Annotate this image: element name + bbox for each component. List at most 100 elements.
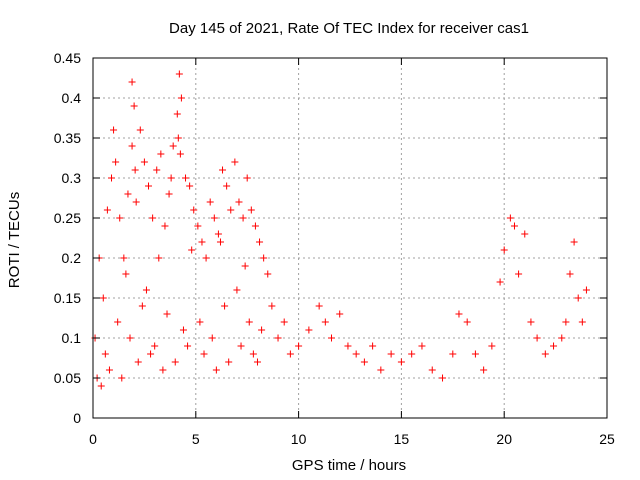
data-point	[541, 350, 549, 358]
x-tick-labels: 0 5 10 15 20 25	[89, 431, 615, 447]
data-point	[449, 350, 457, 358]
data-point	[428, 366, 436, 374]
data-point	[174, 134, 182, 142]
x-tick-label: 0	[89, 431, 97, 447]
data-point	[258, 326, 266, 334]
x-tick-label: 15	[394, 431, 410, 447]
data-point	[190, 206, 198, 214]
y-tick-labels: 0 0.05 0.1 0.15 0.2 0.25 0.3 0.35 0.4 0.45	[54, 50, 81, 426]
data-point	[500, 246, 508, 254]
data-point	[214, 230, 222, 238]
data-point	[235, 198, 243, 206]
plot-frame	[92, 57, 608, 419]
data-point	[439, 374, 447, 382]
data-point	[177, 94, 185, 102]
data-point	[198, 238, 206, 246]
data-point	[110, 126, 118, 134]
data-point	[249, 350, 257, 358]
y-tick-label: 0.05	[54, 370, 81, 386]
data-point	[105, 366, 113, 374]
data-point	[562, 318, 570, 326]
data-point	[173, 110, 181, 118]
data-point	[151, 342, 159, 350]
data-point	[480, 366, 488, 374]
data-point	[408, 350, 416, 358]
data-point	[188, 246, 196, 254]
data-point	[274, 334, 282, 342]
y-tick-label: 0.4	[62, 90, 82, 106]
data-point	[128, 142, 136, 150]
data-point	[196, 318, 204, 326]
data-point	[118, 374, 126, 382]
data-point	[103, 206, 111, 214]
data-point	[134, 358, 142, 366]
data-point	[336, 310, 344, 318]
data-point	[344, 342, 352, 350]
data-point	[256, 238, 264, 246]
y-tick-label: 0.35	[54, 130, 81, 146]
y-tick-label: 0.2	[62, 250, 82, 266]
data-point	[212, 366, 220, 374]
data-point	[97, 382, 105, 390]
data-point	[578, 318, 586, 326]
x-tick-label: 10	[291, 431, 307, 447]
y-axis-title: ROTI / TECUs	[6, 192, 23, 288]
data-point	[488, 342, 496, 350]
data-point	[116, 214, 124, 222]
data-point	[280, 318, 288, 326]
data-point	[219, 166, 227, 174]
data-point	[120, 254, 128, 262]
data-point	[315, 302, 323, 310]
data-point	[142, 286, 150, 294]
data-point	[455, 310, 463, 318]
y-tick-label: 0.45	[54, 50, 81, 66]
data-point	[533, 334, 541, 342]
data-point	[305, 326, 313, 334]
data-point	[175, 70, 183, 78]
data-point	[179, 326, 187, 334]
x-axis-title: GPS time / hours	[292, 457, 406, 474]
data-point	[206, 198, 214, 206]
data-point	[182, 174, 190, 182]
data-point	[418, 342, 426, 350]
data-point	[223, 182, 231, 190]
data-point	[225, 358, 233, 366]
data-point	[157, 150, 165, 158]
y-tick-label: 0.25	[54, 210, 81, 226]
data-point	[114, 318, 122, 326]
data-point	[521, 230, 529, 238]
data-point	[496, 278, 504, 286]
data-point	[260, 254, 268, 262]
data-point	[286, 350, 294, 358]
data-point	[184, 342, 192, 350]
data-point	[208, 334, 216, 342]
data-point	[165, 190, 173, 198]
data-point	[574, 294, 582, 302]
data-point	[327, 334, 335, 342]
data-point	[138, 302, 146, 310]
data-point	[194, 222, 202, 230]
data-point	[253, 358, 261, 366]
data-point	[227, 206, 235, 214]
chart-title: Day 145 of 2021, Rate Of TEC Index for r…	[169, 20, 529, 37]
data-point	[163, 310, 171, 318]
data-point	[387, 350, 395, 358]
data-point	[200, 350, 208, 358]
data-point	[101, 350, 109, 358]
y-tick-label: 0.15	[54, 290, 81, 306]
data-point	[128, 78, 136, 86]
data-point	[471, 350, 479, 358]
data-point	[241, 262, 249, 270]
data-point	[243, 174, 251, 182]
data-point	[221, 302, 229, 310]
y-tick-label: 0	[73, 410, 81, 426]
data-point	[216, 238, 224, 246]
data-point	[155, 254, 163, 262]
data-point	[237, 342, 245, 350]
data-point	[161, 222, 169, 230]
data-point	[124, 190, 132, 198]
data-point	[210, 214, 218, 222]
data-point	[112, 158, 120, 166]
data-point	[515, 270, 523, 278]
